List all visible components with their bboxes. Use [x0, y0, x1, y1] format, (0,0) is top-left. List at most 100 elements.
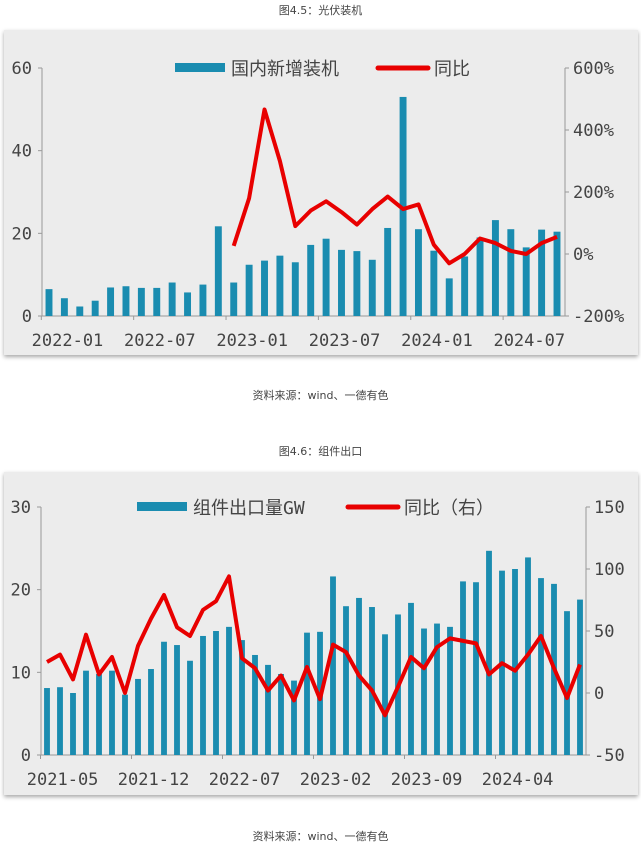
x-tick-label: 2023-09: [391, 770, 463, 790]
bar: [486, 550, 492, 755]
x-tick-label: 2022-01: [32, 331, 104, 351]
bar: [122, 286, 130, 316]
y-tick-label-left: 30: [11, 498, 31, 518]
x-tick-label: 2022-07: [124, 331, 196, 351]
bar: [447, 626, 453, 755]
y-tick-label-left: 10: [11, 663, 31, 683]
bar: [252, 654, 258, 755]
bar: [343, 606, 349, 755]
bar: [161, 641, 167, 755]
x-tick-label: 2021-12: [118, 770, 190, 790]
bar: [230, 282, 238, 316]
figure-source: 资料来源：wind、一德有色: [252, 830, 389, 843]
bar: [307, 244, 315, 316]
legend-label-bar: 组件出口量GW: [193, 498, 305, 519]
bar: [148, 669, 154, 755]
bar: [460, 581, 466, 755]
bar: [304, 632, 310, 755]
bar: [187, 660, 193, 755]
bar: [213, 631, 219, 755]
bar: [368, 259, 376, 316]
bar: [408, 602, 414, 755]
x-tick-label: 2023-01: [216, 331, 288, 351]
bar: [76, 306, 84, 316]
bar: [276, 255, 284, 316]
bar: [153, 287, 161, 316]
bar: [70, 693, 76, 755]
y-tick-label-left: 20: [12, 224, 32, 244]
x-tick-label: 2023-02: [300, 770, 372, 790]
legend-label-line: 同比（右）: [404, 498, 494, 519]
bar: [434, 623, 440, 755]
y-tick-label-right: 100: [594, 560, 625, 580]
bar: [226, 626, 232, 755]
bar: [382, 634, 388, 755]
bar: [135, 678, 141, 755]
y-tick-label-left: 0: [21, 746, 31, 766]
bar: [577, 599, 583, 755]
y-tick-label-right: 0: [594, 684, 604, 704]
bar: [291, 262, 299, 316]
y-tick-label-left: 20: [11, 581, 31, 601]
legend-swatch-bar: [137, 502, 187, 511]
bar: [338, 249, 345, 316]
x-tick-label: 2024-04: [482, 770, 554, 790]
bar: [265, 664, 271, 755]
bar: [109, 670, 115, 755]
bar: [200, 635, 206, 755]
bar: [330, 576, 336, 755]
y-tick-label-left: 60: [12, 59, 32, 79]
legend-label-line: 同比: [434, 59, 470, 80]
bar: [564, 611, 570, 755]
x-tick-label: 2024-07: [493, 331, 565, 351]
y-tick-label-right: 0%: [573, 245, 593, 265]
bar: [174, 645, 180, 755]
x-tick-label: 2024-01: [401, 331, 473, 351]
bar: [239, 640, 245, 755]
bar: [60, 298, 68, 316]
bar: [414, 229, 422, 316]
bar: [384, 227, 392, 316]
x-tick-label: 2022-07: [209, 770, 281, 790]
bar: [122, 694, 128, 755]
y-tick-label-right: 200%: [573, 183, 614, 203]
bar: [369, 607, 375, 755]
y-tick-label-right: -50: [594, 746, 625, 766]
bar: [278, 673, 284, 755]
y-tick-label-left: 40: [12, 142, 32, 162]
bar: [445, 278, 453, 316]
bar: [107, 287, 115, 316]
bar: [168, 282, 176, 316]
bar: [507, 229, 515, 316]
bar: [199, 284, 207, 316]
bar: [322, 238, 330, 316]
bar: [291, 680, 297, 755]
bar: [91, 300, 99, 316]
bar: [261, 260, 268, 316]
bar: [430, 250, 438, 316]
bar: [421, 628, 427, 755]
y-tick-label-right: 50: [594, 622, 614, 642]
bar: [491, 220, 499, 316]
bar: [44, 688, 50, 755]
bar: [461, 256, 469, 316]
bar: [245, 264, 253, 316]
y-tick-label-right: 150: [594, 498, 625, 518]
bar: [45, 289, 53, 316]
bar: [476, 237, 484, 316]
legend-label-bar: 国内新增装机: [231, 59, 339, 80]
yoy-line: [231, 107, 558, 266]
yoy-line: [46, 574, 582, 718]
bar: [399, 96, 407, 316]
x-tick-label: 2023-07: [309, 331, 381, 351]
bar: [538, 578, 544, 755]
bar: [83, 670, 89, 755]
bar: [512, 569, 518, 755]
figure-source: 资料来源：wind、一德有色: [252, 389, 389, 402]
y-tick-label-right: 600%: [573, 59, 614, 79]
figure-caption: 图4.5：光伏装机: [278, 4, 363, 17]
bar: [57, 687, 63, 755]
bar: [184, 292, 192, 316]
figure-caption: 图4.6：组件出口: [278, 445, 363, 458]
bar: [214, 226, 222, 316]
